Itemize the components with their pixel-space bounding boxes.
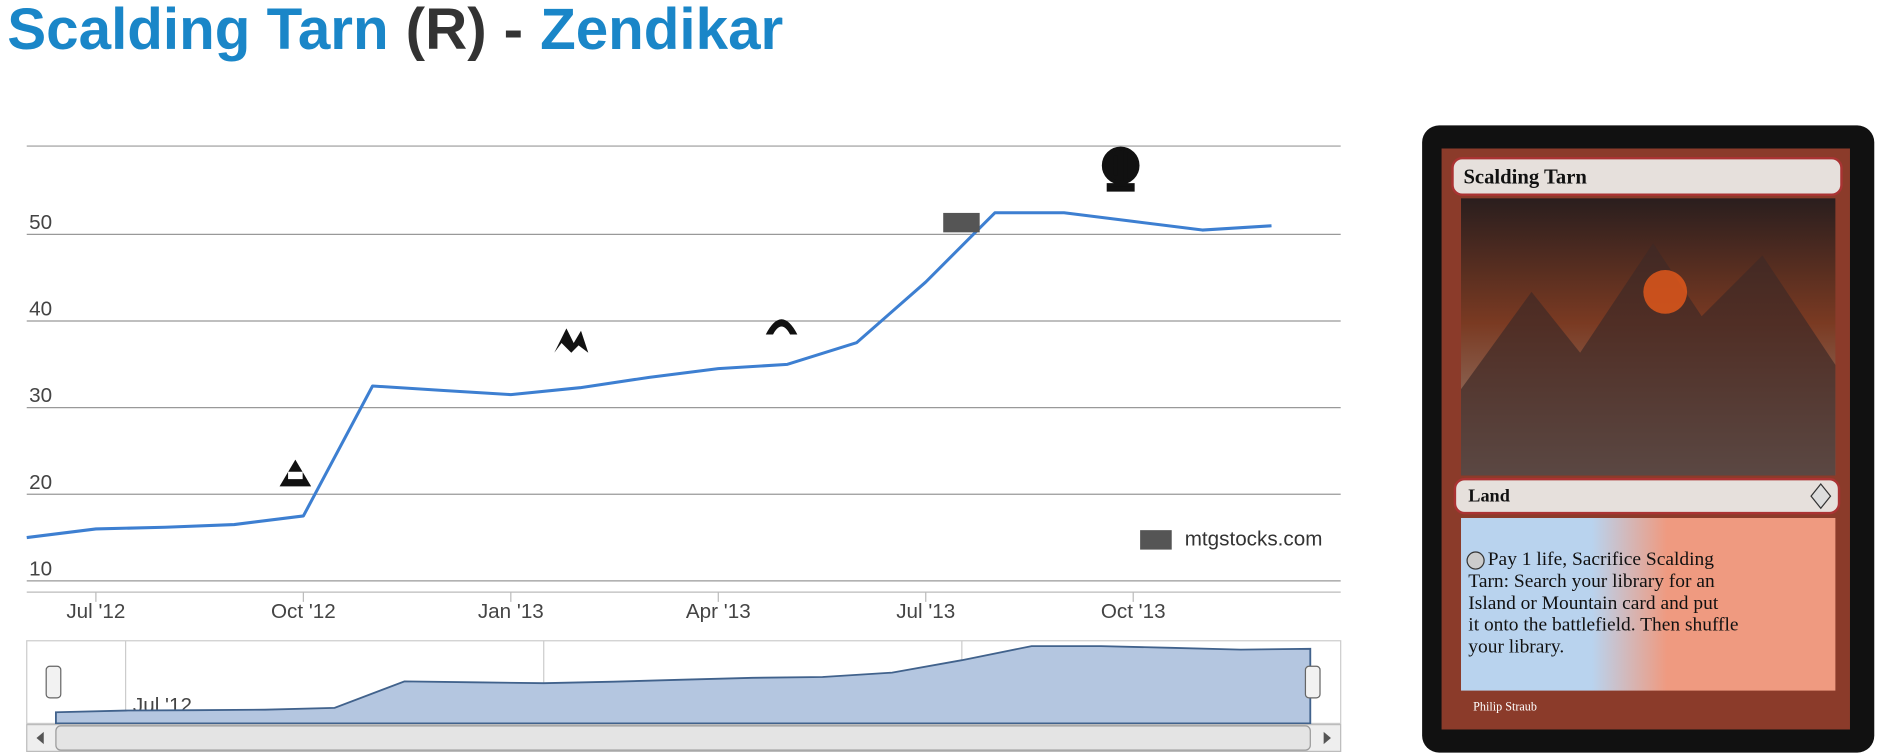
navigator-handle[interactable] xyxy=(1304,665,1321,699)
navigator-handle[interactable] xyxy=(45,665,62,699)
y-tick-label: 10 xyxy=(29,557,52,580)
card-art-mountains xyxy=(1461,243,1836,476)
price-line xyxy=(26,211,1272,540)
card-image: Scalding Tarn Land Pay 1 life, Sacrifice… xyxy=(1422,125,1875,753)
card-rules-line: it onto the battlefield. Then shuffle xyxy=(1468,615,1738,636)
x-tick-label: Jan '13 xyxy=(478,600,544,623)
y-tick-label: 40 xyxy=(29,298,52,321)
y-tick-label: 30 xyxy=(29,384,52,407)
card-rules-line: Pay 1 life, Sacrifice Scalding xyxy=(1488,549,1714,570)
tap-symbol xyxy=(1466,551,1485,570)
plot-area: 10 20 30 40 50 Jul '12 Oct '12 Jan '13 Apr '13 Ju… xyxy=(26,145,1342,752)
card-type-bar xyxy=(1453,477,1841,515)
x-tick-label: Oct '13 xyxy=(1101,600,1166,623)
navigator-area xyxy=(55,645,1312,725)
card-rules-line: your library. xyxy=(1468,637,1564,658)
y-tick-label: 20 xyxy=(29,471,52,494)
rarity: (R) xyxy=(406,0,487,63)
set-name[interactable]: Zendikar xyxy=(540,0,783,63)
watermark: mtgstocks.com xyxy=(1185,527,1323,550)
card-type: Land xyxy=(1468,486,1510,506)
card-rules-line: Tarn: Search your library for an xyxy=(1468,571,1715,592)
scroll-right[interactable] xyxy=(1323,731,1331,745)
set-icon xyxy=(1101,146,1140,192)
scrollbar-thumb[interactable] xyxy=(55,725,1311,751)
set-icon xyxy=(943,212,980,233)
watermark-logo xyxy=(1140,530,1172,550)
card-name[interactable]: Scalding Tarn xyxy=(7,0,388,63)
card-title-bar xyxy=(1451,156,1843,196)
x-tick-label: Jul '13 xyxy=(896,600,955,623)
set-icon xyxy=(765,319,798,335)
separator: - xyxy=(504,0,523,63)
card-title: Scalding Tarn xyxy=(1463,167,1587,189)
scroll-left[interactable] xyxy=(36,731,44,745)
set-icons xyxy=(279,146,1140,487)
card-rules-line: Island or Mountain card and put xyxy=(1468,593,1719,614)
page-title: Scalding Tarn (R) - Zendikar xyxy=(7,0,783,63)
y-tick-label: 50 xyxy=(29,211,52,234)
card-text-box xyxy=(1461,517,1836,691)
x-tick-label: Apr '13 xyxy=(686,600,751,623)
x-tick-label: Oct '12 xyxy=(271,600,336,623)
card-art-lava xyxy=(1643,270,1688,314)
x-tick-label: Jul '12 xyxy=(66,600,125,623)
set-icon xyxy=(554,328,589,353)
set-symbol xyxy=(1810,482,1832,510)
set-icon xyxy=(279,459,312,487)
card-artist: Philip Straub xyxy=(1473,699,1537,713)
